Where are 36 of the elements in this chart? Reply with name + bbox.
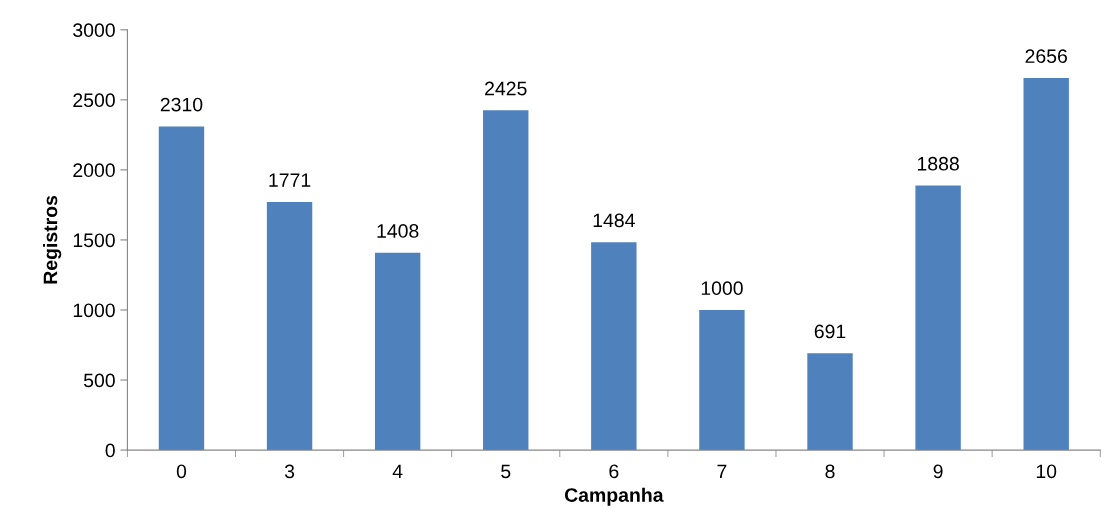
data-label: 691 xyxy=(814,324,846,339)
y-tick-label: 2500 xyxy=(73,93,115,108)
y-tick-label: 1500 xyxy=(73,233,115,248)
x-tick-label: 9 xyxy=(933,464,943,479)
x-tick-label: 10 xyxy=(1036,464,1057,479)
y-tick-label: 2000 xyxy=(73,163,115,178)
x-tick-label: 6 xyxy=(609,464,619,479)
data-label: 2425 xyxy=(485,81,527,96)
data-label: 1408 xyxy=(377,224,419,238)
bar xyxy=(591,242,637,451)
bar xyxy=(915,185,961,451)
bar xyxy=(158,126,205,451)
x-tick-label: 3 xyxy=(284,464,295,479)
data-label: 1000 xyxy=(701,281,743,296)
x-axis-title: Campanha xyxy=(564,487,664,506)
bar xyxy=(483,110,529,451)
y-tick-label: 0 xyxy=(105,443,115,458)
y-tick-label: 500 xyxy=(83,373,115,388)
x-tick-label: 4 xyxy=(392,464,403,479)
y-axis-title: Registros xyxy=(43,195,62,284)
data-label: 1888 xyxy=(917,156,959,171)
y-tick-label: 3000 xyxy=(73,23,115,38)
x-tick-label: 7 xyxy=(717,464,727,479)
data-label: 1484 xyxy=(593,213,635,228)
x-tick-label: 0 xyxy=(176,464,187,479)
bar xyxy=(266,201,313,451)
bar xyxy=(807,353,853,451)
bar xyxy=(1023,77,1069,451)
bar xyxy=(374,252,421,451)
data-label: 1771 xyxy=(269,173,311,187)
x-tick-label: 5 xyxy=(501,464,511,479)
x-tick-label: 8 xyxy=(825,464,835,479)
data-label: 2310 xyxy=(160,97,203,112)
bar xyxy=(699,309,745,451)
data-label: 2656 xyxy=(1025,49,1067,64)
y-tick-label: 1000 xyxy=(73,303,115,318)
